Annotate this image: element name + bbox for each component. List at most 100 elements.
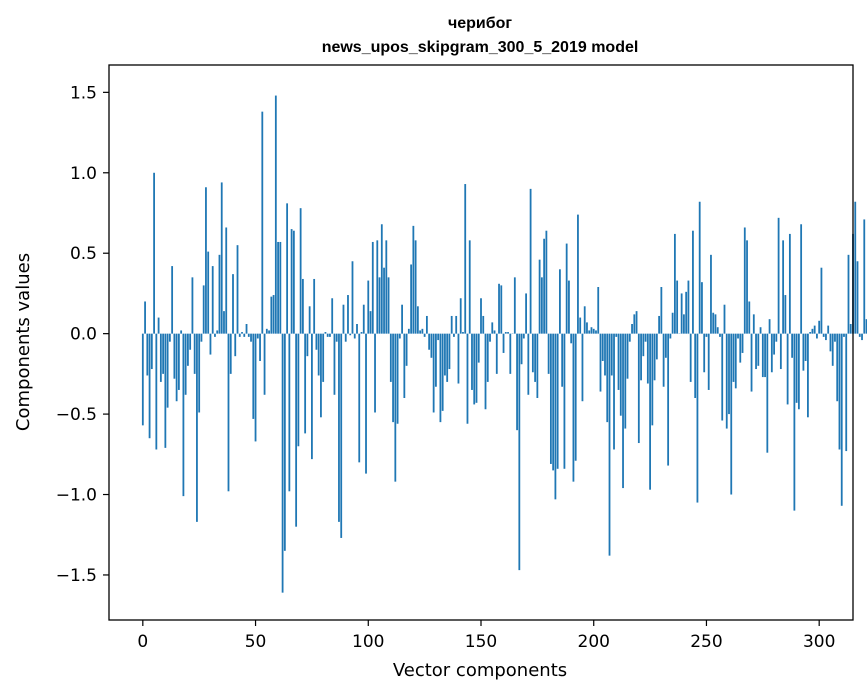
bar-278 [768,319,771,334]
bar-186 [561,333,564,387]
bar-252 [710,254,712,334]
bar-111 [392,333,394,423]
bar-311 [843,333,845,337]
bar-152 [484,333,487,410]
bar-142 [462,332,464,334]
bar-183 [554,333,557,500]
bar-165 [513,277,516,334]
bar-239 [680,293,683,334]
bar-235 [671,312,674,334]
bar-36 [223,311,225,334]
bar-155 [491,322,494,334]
bar-318 [858,333,861,337]
bar-307 [834,333,836,342]
bar-78 [317,333,320,376]
bar-293 [802,333,805,371]
bar-127 [428,333,431,350]
bar-16 [177,333,180,390]
bar-243 [689,333,692,382]
bar-269 [748,301,751,334]
bar-271 [752,314,755,334]
bar-69 [297,333,300,447]
bar-240 [683,314,685,334]
bar-38 [227,333,230,492]
bar-221 [640,333,642,381]
bar-181 [549,333,552,464]
bar-51 [256,333,259,339]
bar-254 [714,314,717,334]
bar-263 [734,333,737,389]
bar-58 [272,295,275,334]
bar-291 [797,333,800,410]
bar-93 [351,261,354,334]
bar-223 [644,333,647,342]
bar-85 [333,333,336,395]
bar-0 [141,333,144,426]
bar-6 [155,333,158,450]
bar-245 [694,333,697,398]
bar-120 [412,225,415,334]
bar-265 [739,333,742,363]
bar-75 [311,333,313,460]
bar-244 [692,230,694,334]
x-axis-label: Vector components [393,660,567,681]
bar-296 [809,332,812,334]
bar-298 [813,325,816,334]
bar-96 [358,333,361,463]
bar-222 [642,333,645,357]
bars-group [141,95,867,593]
bar-279 [770,333,773,373]
bar-140 [457,333,460,384]
bar-80 [322,333,325,382]
bar-41 [234,333,237,357]
bar-89 [342,304,345,334]
bar-136 [448,333,451,370]
bar-22 [191,277,194,334]
bar-305 [829,333,832,352]
bar-34 [218,254,221,334]
bar-101 [369,311,372,334]
bar-18 [182,333,185,497]
bar-163 [509,333,512,374]
bar-162 [507,332,509,334]
bar-39 [229,333,232,374]
bar-285 [784,295,787,334]
bar-171 [527,333,530,395]
bar-226 [651,333,654,426]
bar-118 [407,328,410,334]
bar-15 [175,333,178,402]
bar-198 [588,330,591,334]
bar-128 [430,333,433,358]
bar-83 [329,333,331,337]
bar-210 [615,333,618,337]
chart-title: черибог [448,15,512,32]
bar-228 [655,333,658,360]
bar-229 [658,315,661,334]
bar-319 [861,333,863,341]
bar-148 [475,333,478,403]
bar-24 [196,333,198,522]
bar-185 [559,269,561,334]
bar-17 [180,330,183,334]
bar-281 [775,333,778,342]
bar-107 [383,267,385,334]
bar-73 [306,333,309,357]
bar-242 [687,280,690,334]
bar-29 [207,251,210,334]
bar-199 [590,327,593,334]
x-tick-label-100: 100 [352,632,384,652]
chart-subtitle: news_upos_skipgram_300_5_2019 model [322,39,639,56]
bar-213 [622,333,624,489]
bar-133 [441,333,444,411]
bar-10 [164,333,167,448]
bar-290 [795,333,798,403]
bar-138 [453,333,455,337]
bar-200 [592,328,595,334]
bar-274 [759,327,762,334]
bar-158 [498,283,500,334]
bar-250 [705,333,708,337]
bar-216 [628,333,631,342]
bar-201 [595,330,597,334]
x-tick-label-250: 250 [690,632,722,652]
